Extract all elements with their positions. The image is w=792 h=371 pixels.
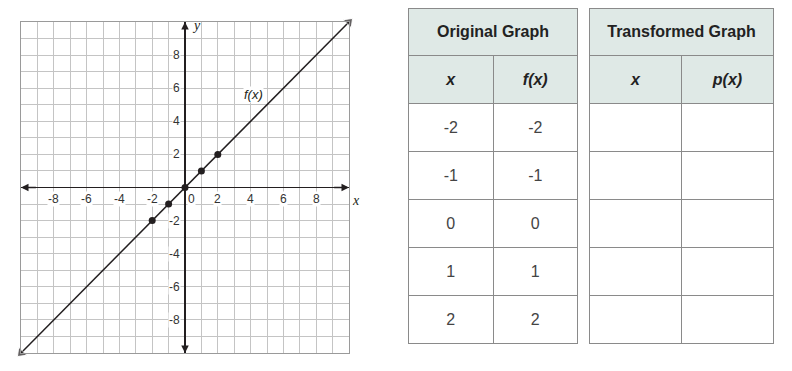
- html-text:Transformed Graph: Transformed Graph: [607, 23, 756, 40]
- html-text:1: 1: [530, 262, 540, 280]
- html-text:-1: -1: [528, 166, 543, 184]
- html-text:-2: -2: [528, 118, 543, 136]
- svg-text:6: 6: [173, 81, 180, 95]
- svg-text:6: 6: [280, 192, 287, 206]
- svg-text:0: 0: [188, 192, 195, 206]
- svg-text:2: 2: [173, 147, 180, 161]
- svg-text:8: 8: [313, 192, 320, 206]
- svg-text:-2: -2: [169, 214, 180, 228]
- html-text:Original Graph: Original Graph: [437, 23, 549, 40]
- html-text:1: 1: [446, 262, 456, 280]
- html-text:-2: -2: [443, 118, 458, 136]
- html-text:x: x: [446, 70, 456, 88]
- svg-text:-8: -8: [48, 192, 59, 206]
- svg-text:-4: -4: [114, 192, 125, 206]
- html-text:x: x: [631, 70, 640, 88]
- html-text:p(x): p(x): [712, 70, 743, 88]
- svg-text:8: 8: [173, 48, 180, 62]
- html-text:0: 0: [530, 214, 540, 232]
- svg-text:-6: -6: [81, 192, 92, 206]
- svg-text:4: 4: [173, 114, 180, 128]
- svg-text:f(x): f(x): [244, 87, 263, 102]
- html-text:f(x): f(x): [522, 70, 548, 88]
- html-text:-1: -1: [443, 166, 458, 184]
- svg-text:x: x: [352, 193, 360, 208]
- svg-text:-6: -6: [169, 280, 180, 294]
- svg-text:y: y: [192, 18, 201, 33]
- svg-text:-4: -4: [169, 247, 180, 261]
- svg-text:2: 2: [214, 192, 221, 206]
- html-text:2: 2: [446, 310, 456, 328]
- html-text:2: 2: [530, 310, 540, 328]
- html-text:0: 0: [446, 214, 456, 232]
- svg-text:4: 4: [247, 192, 254, 206]
- svg-text:-2: -2: [147, 192, 158, 206]
- svg-text:-8: -8: [169, 313, 180, 327]
